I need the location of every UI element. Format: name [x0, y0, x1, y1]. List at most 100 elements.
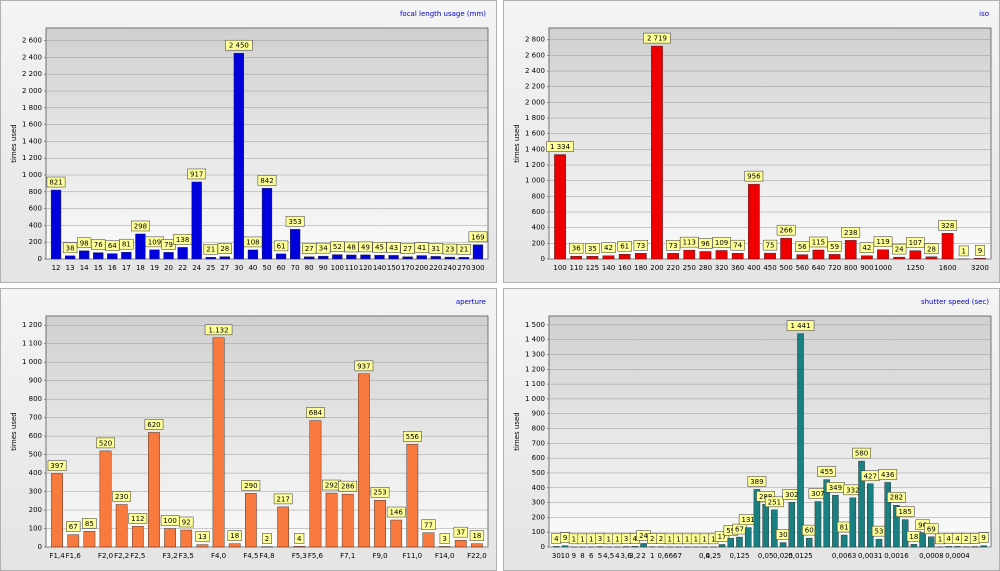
value-label-box — [730, 239, 745, 251]
bar — [780, 237, 792, 260]
value-label: 108 — [246, 238, 259, 246]
value-label: 353 — [288, 218, 301, 226]
value-label: 821 — [49, 179, 62, 187]
value-label-box — [786, 320, 815, 331]
value-label: 1 441 — [790, 322, 810, 330]
x-tick-label: 140 — [602, 264, 615, 272]
bar — [919, 532, 926, 548]
value-label: 92 — [182, 518, 191, 526]
value-label-box — [204, 324, 233, 336]
x-tick-label: F14,0 — [435, 552, 455, 560]
value-label: 3 — [598, 535, 602, 543]
y-tick-label: 1 200 — [525, 161, 545, 169]
bar — [430, 256, 441, 260]
value-label: 4 — [633, 535, 638, 543]
value-label: 61 — [277, 242, 286, 250]
bar — [79, 250, 90, 260]
value-label-box — [887, 491, 906, 503]
value-label-box — [370, 486, 390, 498]
y-tick-label: 2 600 — [22, 37, 42, 45]
value-label: 2 450 — [229, 42, 249, 50]
value-label: 1 — [589, 535, 593, 543]
y-tick-label: 1 400 — [22, 137, 42, 145]
value-label-box — [96, 437, 115, 449]
bar — [358, 373, 370, 548]
bar — [699, 251, 712, 260]
value-label-box — [179, 516, 194, 528]
x-tick-label: 0,125 — [729, 552, 749, 560]
value-label: 1 — [580, 535, 584, 543]
value-label-box — [546, 141, 574, 152]
bar — [553, 546, 560, 548]
value-label-box — [439, 533, 450, 544]
bar — [748, 183, 760, 260]
value-label: 74 — [733, 242, 742, 250]
x-tick-label: 1 — [650, 552, 654, 560]
value-label-box — [468, 231, 488, 243]
x-tick-label: F4,8 — [259, 552, 274, 560]
value-label: 2 — [265, 535, 269, 543]
x-tick-label: 27 — [220, 264, 229, 272]
y-tick-label: 700 — [532, 439, 545, 447]
value-label: 286 — [341, 483, 355, 491]
value-label: 1 — [962, 247, 966, 255]
bar — [744, 527, 752, 548]
y-tick-label: 2 200 — [525, 83, 545, 91]
bar — [388, 255, 399, 260]
value-label: 43 — [389, 244, 398, 252]
chart-title: focal length usage (mm) — [400, 10, 486, 18]
value-label: 31 — [431, 245, 440, 253]
x-tick-label: F3,2 — [163, 552, 178, 560]
value-label: 17 — [718, 533, 727, 541]
x-tick-label: F3,5 — [179, 552, 194, 560]
value-label-box — [414, 242, 429, 253]
value-label: 48 — [347, 243, 356, 251]
x-tick-label: F22,0 — [467, 552, 487, 560]
y-tick-label: 2 800 — [525, 36, 545, 44]
value-label-box — [112, 491, 132, 502]
value-label: 21 — [206, 246, 215, 254]
value-label: 107 — [909, 239, 922, 247]
y-tick-label: 200 — [29, 238, 42, 246]
bar — [941, 233, 954, 260]
value-label-box — [456, 243, 472, 255]
value-label: 2 719 — [647, 35, 667, 43]
bar — [945, 546, 953, 548]
x-tick-label: 13 — [66, 264, 75, 272]
x-tick-label: 2 — [641, 552, 645, 560]
bar — [148, 432, 160, 548]
x-tick-label: 15 — [94, 264, 103, 272]
value-label-box — [852, 447, 871, 459]
bar — [64, 255, 76, 260]
y-tick-label: 900 — [532, 410, 545, 418]
value-label: 2 — [650, 535, 654, 543]
value-label: 96 — [701, 240, 710, 248]
value-label-box — [938, 220, 957, 231]
x-tick-label: 22 — [178, 264, 187, 272]
y-axis-label: times used — [10, 412, 18, 451]
value-label: 38 — [66, 244, 75, 252]
value-label: 109 — [148, 238, 161, 246]
bar — [149, 249, 160, 260]
bar — [980, 545, 987, 548]
value-label: 251 — [768, 498, 781, 506]
value-label: 397 — [50, 462, 63, 470]
value-label: 389 — [750, 478, 763, 486]
x-tick-label: 270 — [457, 264, 470, 272]
value-label: 520 — [99, 439, 112, 447]
bar — [715, 250, 728, 260]
bar — [374, 500, 386, 548]
bar — [346, 254, 357, 260]
x-tick-label: 20 — [164, 264, 173, 272]
value-label: 4 — [554, 535, 559, 543]
x-tick-label: 500 — [779, 264, 792, 272]
y-tick-label: 0 — [541, 255, 545, 263]
bar — [640, 543, 647, 548]
value-label-box — [62, 242, 78, 254]
value-label: 169 — [471, 233, 484, 241]
bar — [341, 493, 354, 548]
value-label: 3 — [973, 535, 977, 543]
bar — [454, 539, 467, 548]
value-label: 21 — [459, 246, 468, 254]
y-tick-label: 0 — [38, 255, 42, 263]
